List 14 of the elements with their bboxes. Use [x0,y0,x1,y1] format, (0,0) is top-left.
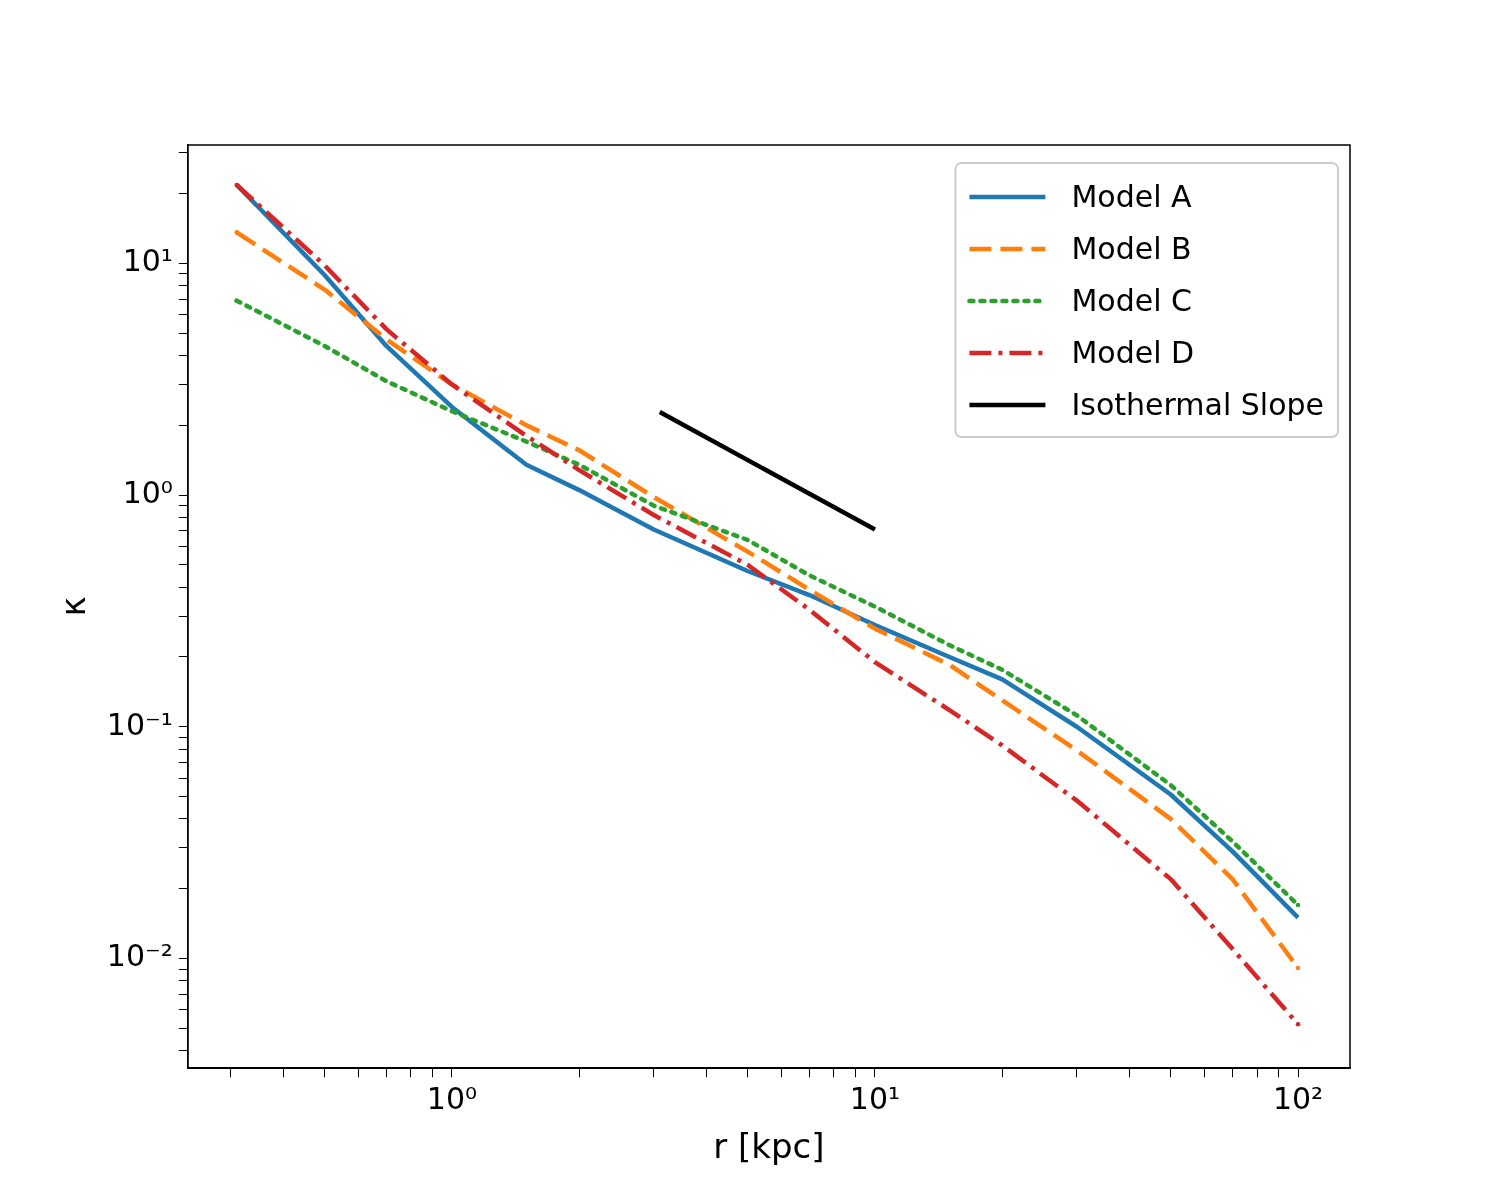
y-tick-label: 10¹ [122,243,173,279]
x-tick-label: 10¹ [849,1081,901,1116]
legend-label: Model B [1071,230,1192,266]
legend-label: Model A [1071,178,1193,214]
y-tick-label: 10⁻² [106,938,173,974]
y-axis-title: κ [53,596,94,617]
legend-label: Model D [1071,334,1195,370]
legend-label: Model C [1071,282,1192,318]
y-tick-label: 10⁻¹ [106,706,173,742]
legend-label: Isothermal Slope [1071,386,1325,422]
x-tick-label: 10⁰ [426,1081,477,1116]
x-axis-title: r [kpc] [713,1126,825,1167]
y-tick-label: 10⁰ [122,474,173,510]
x-tick-label: 10² [1272,1081,1324,1116]
